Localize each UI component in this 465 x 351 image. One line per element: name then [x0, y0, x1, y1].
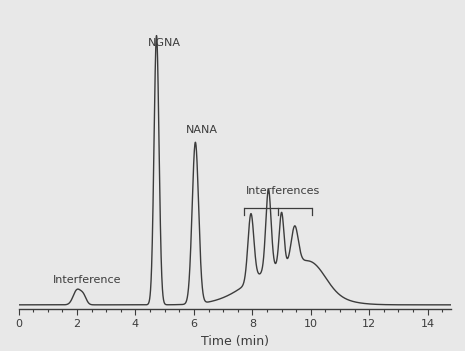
Text: Interferences: Interferences [246, 186, 320, 196]
Text: NANA: NANA [186, 125, 218, 135]
Text: Interference: Interference [53, 276, 121, 285]
X-axis label: Time (min): Time (min) [201, 335, 269, 348]
Text: NGNA: NGNA [148, 38, 181, 48]
